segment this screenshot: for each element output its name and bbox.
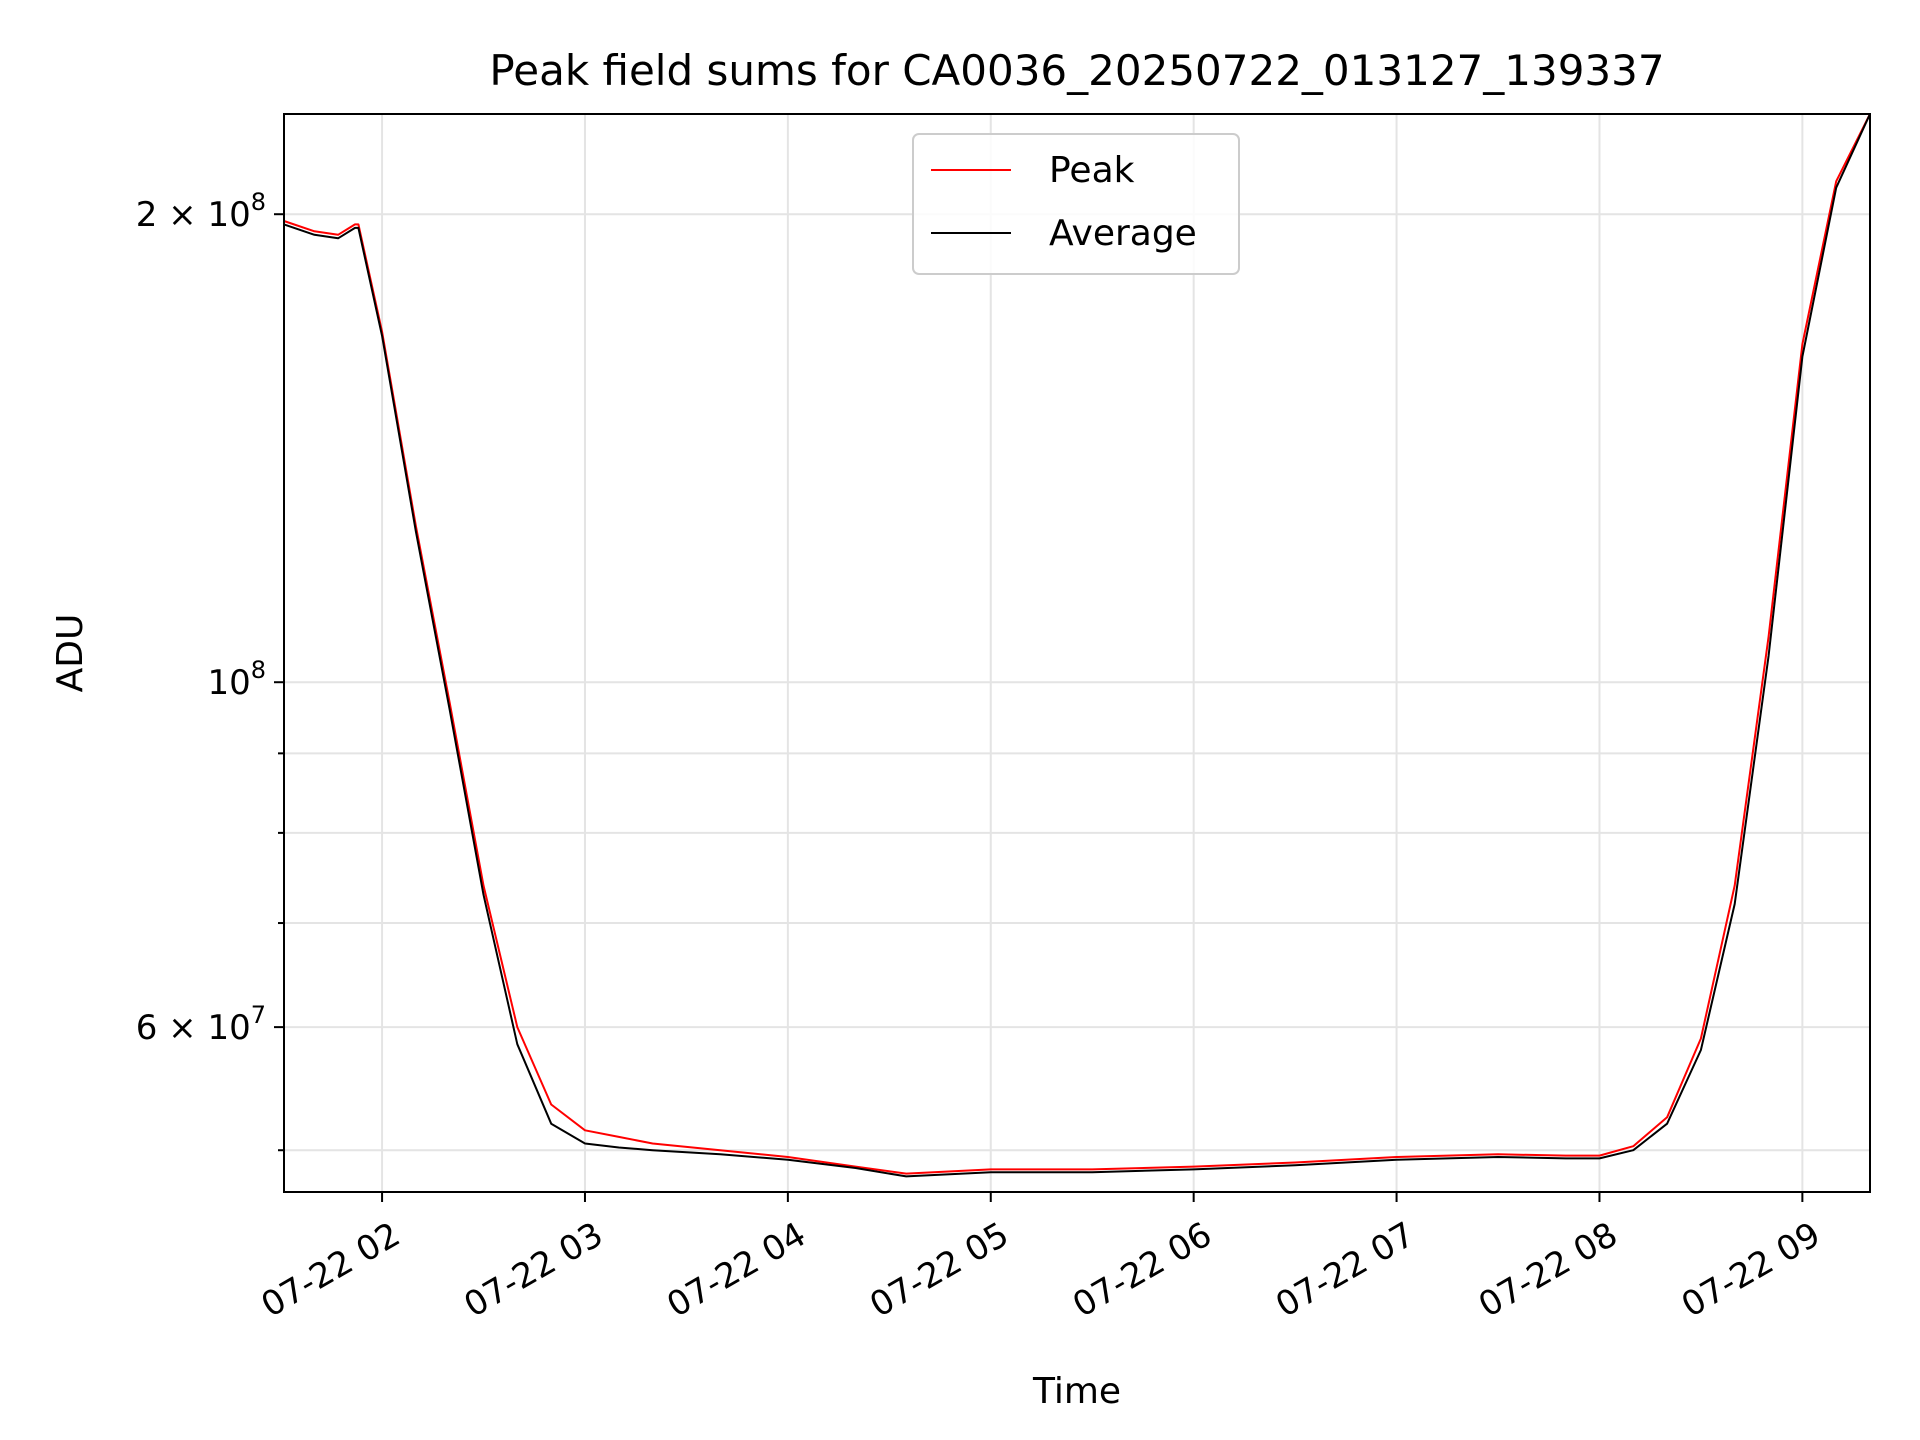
y-tick-exponent: 8 — [251, 656, 266, 684]
legend-label-peak: Peak — [1049, 150, 1135, 191]
legend: Peak Average — [912, 133, 1240, 275]
legend-label-average: Average — [1049, 213, 1197, 254]
y-tick-exponent: 8 — [251, 188, 266, 216]
y-tick-exponent: 7 — [251, 1001, 266, 1029]
y-tick-label: 2 × 108 — [136, 188, 266, 235]
plot-frame — [283, 113, 1871, 1193]
y-tick-base: 6 × 10 — [136, 1008, 251, 1048]
y-axis-title: ADU — [50, 614, 91, 693]
y-tick-base: 10 — [207, 663, 250, 703]
series-line-average — [283, 113, 1871, 1178]
y-tick-base: 2 × 10 — [136, 195, 251, 235]
x-axis-title: Time — [1032, 1371, 1121, 1412]
y-tick-label: 108 — [207, 656, 266, 703]
series-layer — [283, 113, 1871, 1178]
y-tick-label: 6 × 107 — [136, 1001, 266, 1048]
chart-title: Peak field sums for CA0036_20250722_0131… — [489, 46, 1664, 95]
grid — [284, 114, 1870, 1192]
